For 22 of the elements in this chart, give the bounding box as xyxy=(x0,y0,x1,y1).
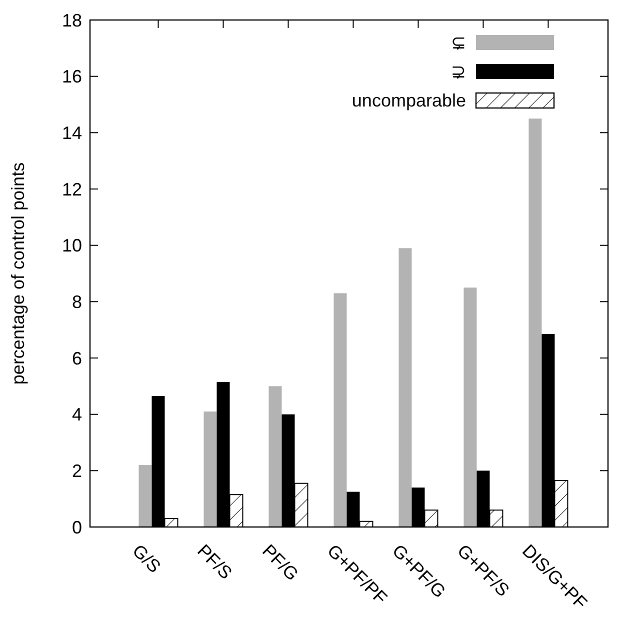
x-tick-label: G/S xyxy=(128,540,165,577)
y-tick-label: 12 xyxy=(62,179,82,200)
bar xyxy=(464,288,477,527)
legend-label: ⊊ xyxy=(451,32,466,52)
bar xyxy=(398,248,412,527)
y-tick-label: 8 xyxy=(72,292,82,312)
legend-label: uncomparable xyxy=(352,90,466,110)
bar xyxy=(528,118,542,527)
y-tick-label: 16 xyxy=(62,66,82,87)
y-tick-label: 4 xyxy=(72,404,82,425)
bar xyxy=(268,386,282,527)
y-tick-label: 0 xyxy=(72,517,82,538)
bar xyxy=(204,412,217,527)
bar xyxy=(138,465,152,527)
y-axis-title: percentage of control points xyxy=(8,162,28,385)
y-tick-label: 18 xyxy=(62,10,82,30)
y-tick-label: 2 xyxy=(72,460,82,481)
y-tick-label: 6 xyxy=(72,348,82,368)
y-tick-label: 14 xyxy=(62,122,82,143)
y-tick-label: 10 xyxy=(62,236,82,256)
legend-label: ⊋ xyxy=(451,61,466,82)
bar xyxy=(334,293,347,527)
